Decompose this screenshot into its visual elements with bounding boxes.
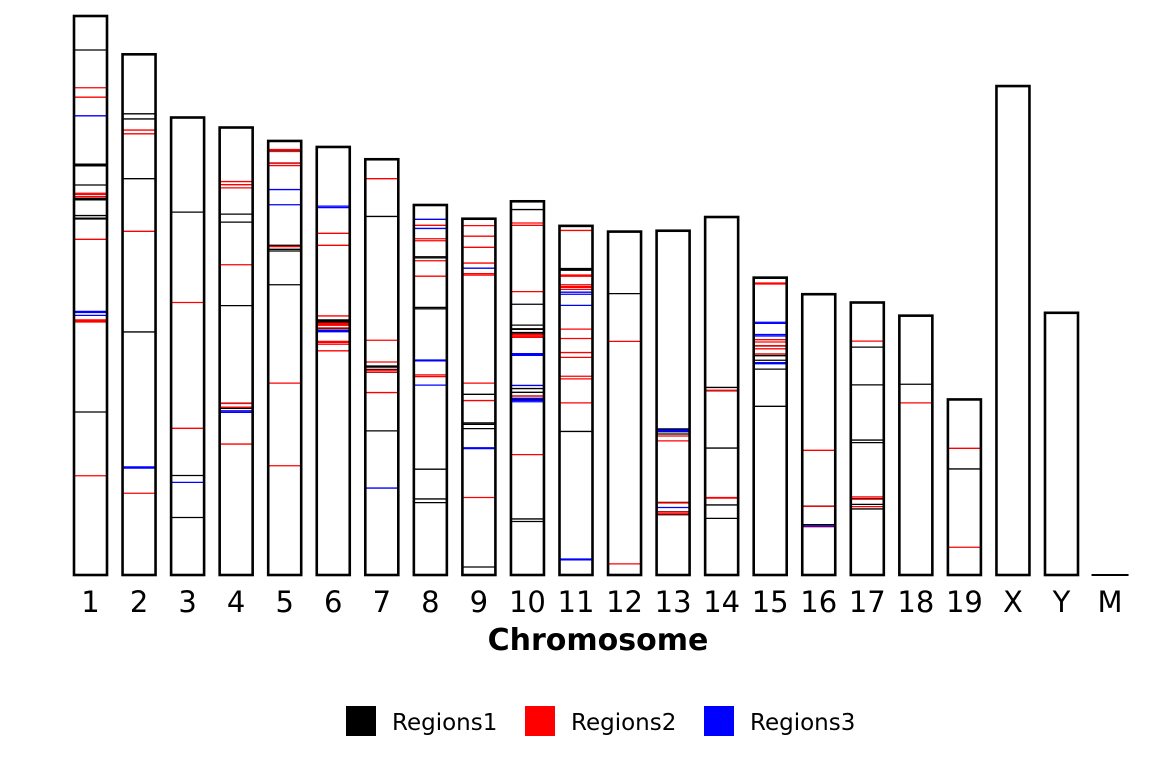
x-tick-label-11: 11: [558, 585, 595, 619]
legend-label-regions1: Regions1: [392, 710, 497, 736]
x-tick-labels: 1 2 3 4 5 6 7 8 9 10 11 12 13 14 15 16 17 18 19 X Y M: [81, 585, 1122, 619]
x-tick-label-13: 13: [655, 585, 692, 619]
chromosome-11: [558, 224, 594, 577]
x-tick-label-X: X: [1003, 585, 1023, 619]
x-tick-label-19: 19: [946, 585, 983, 619]
x-tick-label-6: 6: [324, 585, 342, 619]
chromosome-18: [898, 314, 934, 577]
chromosome-5: [266, 139, 303, 577]
legend-swatch-regions2: [525, 706, 555, 736]
chromosome-7: [363, 157, 400, 577]
x-tick-label-3: 3: [178, 585, 196, 619]
chromosome-13: [655, 229, 691, 577]
chromosome-bar-14: [703, 215, 740, 577]
chromosome-bar-7: [363, 157, 400, 577]
chromosome-bar-13: [655, 229, 691, 577]
x-tick-label-M: M: [1098, 585, 1123, 619]
chromosome-8: [412, 203, 449, 577]
chromosome-15: [752, 276, 789, 577]
chromosome-14: [703, 215, 740, 577]
x-tick-label-4: 4: [227, 585, 245, 619]
chromosome-X: [995, 84, 1031, 577]
x-tick-label-15: 15: [752, 585, 789, 619]
chromosome-bars: [72, 14, 1129, 577]
legend-swatch-regions1: [346, 706, 376, 736]
chromosome-9: [461, 217, 497, 577]
chromosome-12: [606, 230, 643, 577]
chromosome-bar-15: [752, 276, 789, 577]
x-tick-label-17: 17: [849, 585, 886, 619]
x-tick-label-10: 10: [509, 585, 546, 619]
x-tick-label-16: 16: [800, 585, 837, 619]
chromosome-bar-12: [606, 230, 643, 577]
chromosome-bar-1: [72, 14, 109, 577]
x-tick-label-1: 1: [81, 585, 99, 619]
chromosome-bar-2: [121, 53, 157, 577]
chromosome-bar-18: [898, 314, 934, 577]
chromosome-bar-Y: [1043, 311, 1080, 577]
chromosome-bar-8: [412, 203, 449, 577]
chromosome-bar-19: [946, 398, 983, 577]
x-axis-title: Chromosome: [488, 623, 709, 658]
chromosome-bar-3: [169, 116, 206, 577]
x-tick-label-7: 7: [373, 585, 391, 619]
chromosome-bar-4: [218, 126, 254, 577]
chromosome-17: [849, 301, 886, 577]
x-tick-label-14: 14: [703, 585, 740, 619]
chromosome-19: [946, 398, 983, 577]
x-tick-label-5: 5: [275, 585, 293, 619]
chromosome-bar-9: [461, 217, 497, 577]
chromosome-6: [315, 145, 352, 577]
chromosome-bar-10: [509, 199, 546, 577]
chromosome-3: [169, 116, 206, 577]
legend-label-regions3: Regions3: [750, 710, 855, 736]
chromosome-4: [218, 126, 254, 577]
legend-swatch-regions3: [704, 706, 734, 736]
chromosome-Y: [1043, 311, 1080, 577]
x-tick-label-8: 8: [421, 585, 439, 619]
x-tick-label-9: 9: [470, 585, 488, 619]
chromosome-bar-16: [800, 292, 837, 577]
chromosome-bar-11: [558, 224, 594, 577]
chromosome-16: [800, 292, 837, 577]
x-tick-label-18: 18: [897, 585, 934, 619]
chromosome-2: [121, 53, 157, 577]
chromosome-1: [72, 14, 109, 577]
chromosome-bar-X: [995, 84, 1031, 577]
chromosome-bar-5: [266, 139, 303, 577]
x-tick-label-Y: Y: [1052, 585, 1071, 619]
chromosome-bar-17: [849, 301, 886, 577]
legend-label-regions2: Regions2: [571, 710, 676, 736]
legend: Regions1 Regions2 Regions3: [346, 706, 855, 736]
x-tick-label-2: 2: [130, 585, 148, 619]
chromosome-bar-6: [315, 145, 352, 577]
chromosome-10: [509, 199, 546, 577]
x-tick-label-12: 12: [606, 585, 643, 619]
